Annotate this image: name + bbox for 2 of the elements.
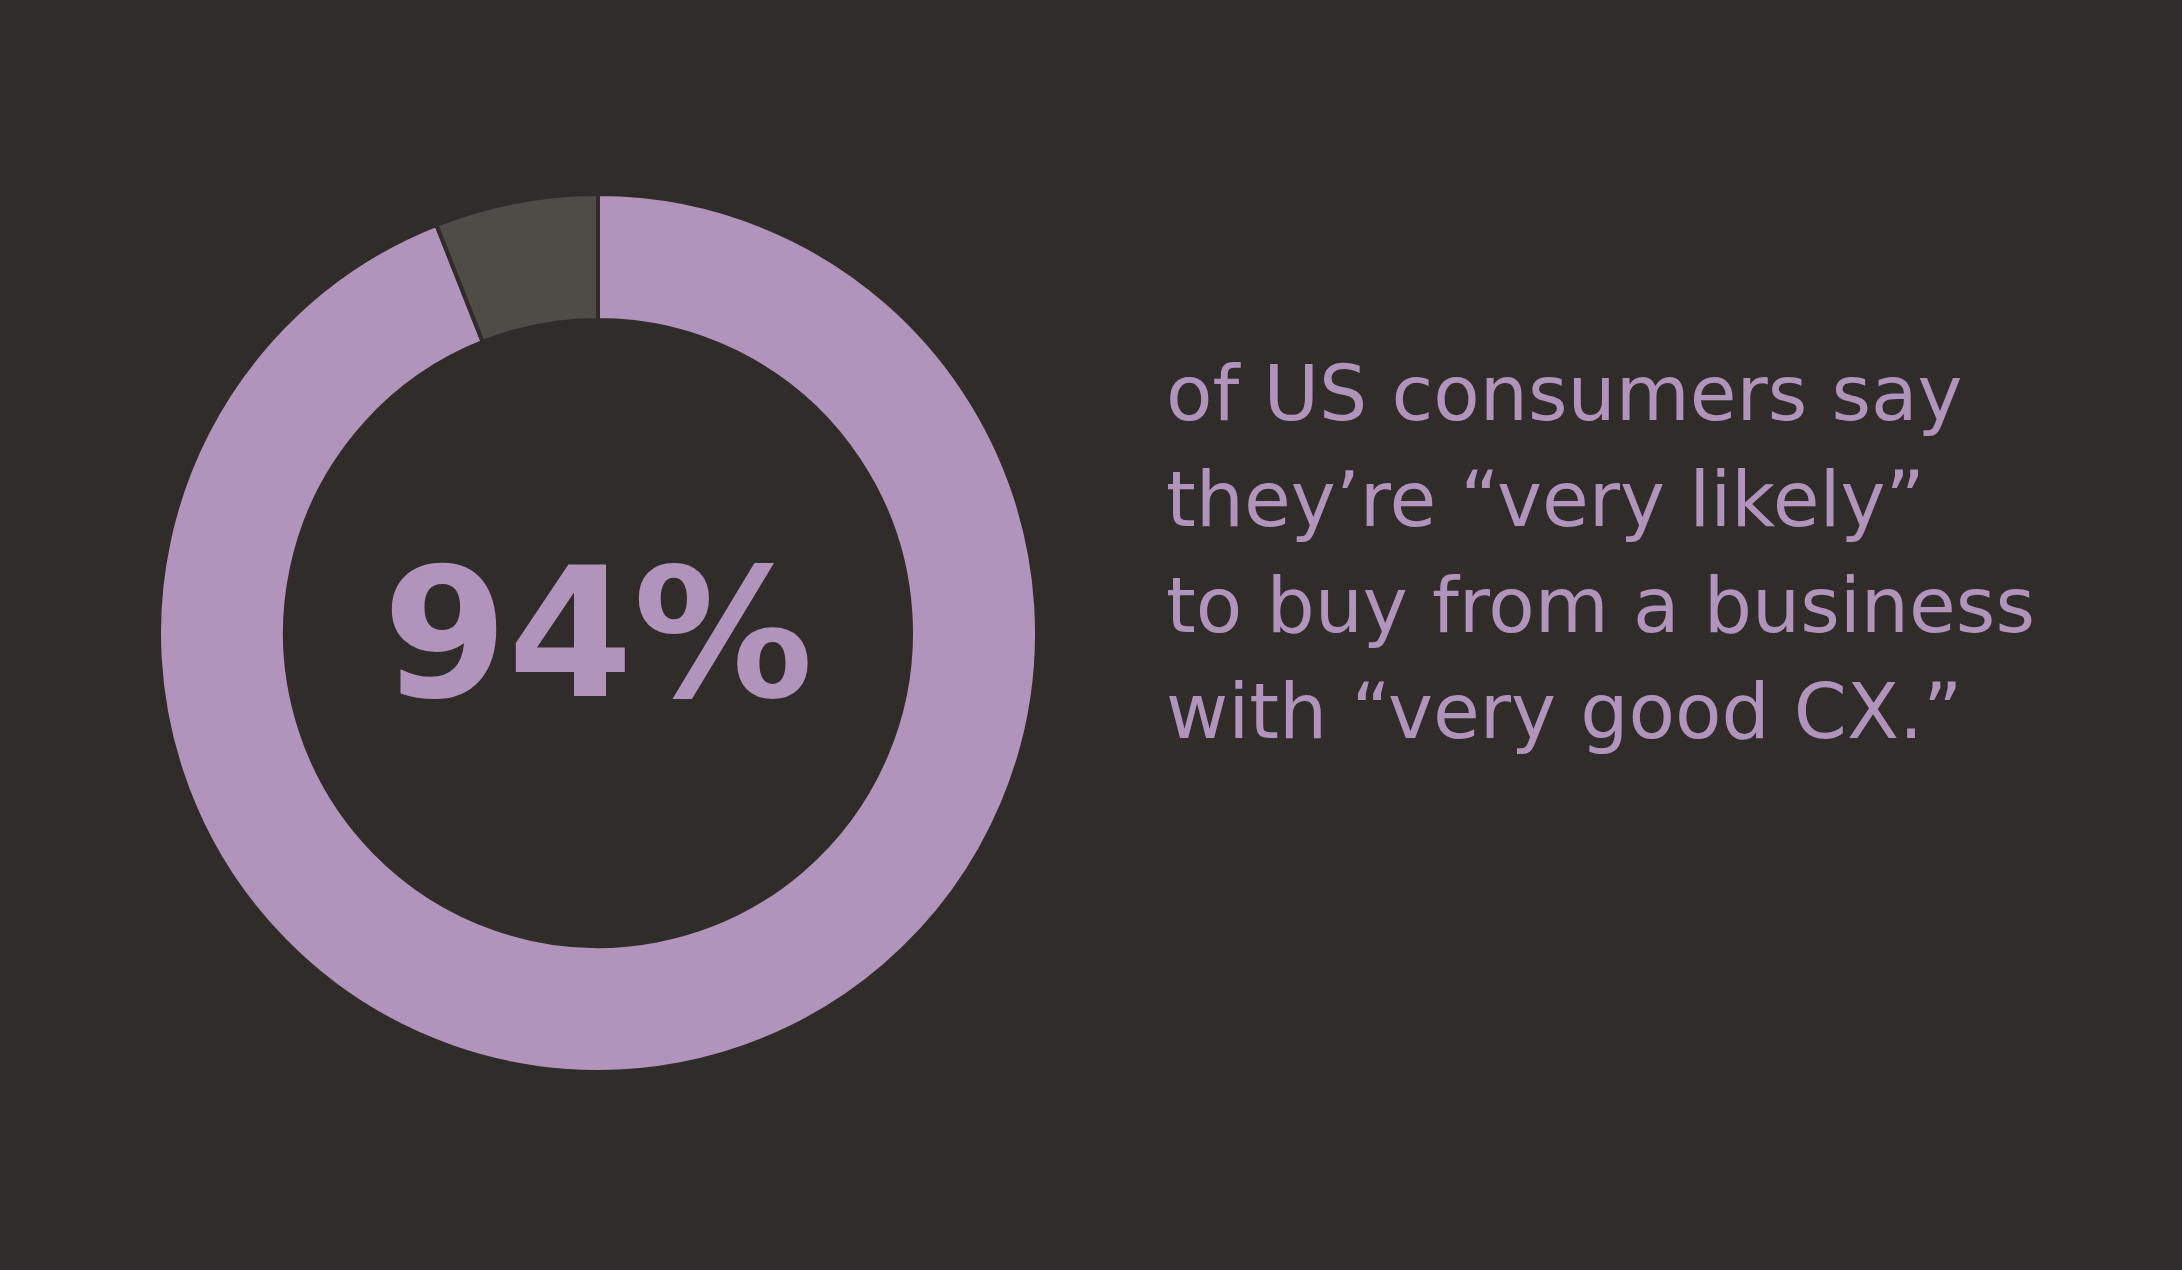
data-label: 94%: [382, 528, 814, 738]
text: of US consumers say they’re “very likely” to buy from a business with “very good CX.”: [1166, 348, 2060, 756]
